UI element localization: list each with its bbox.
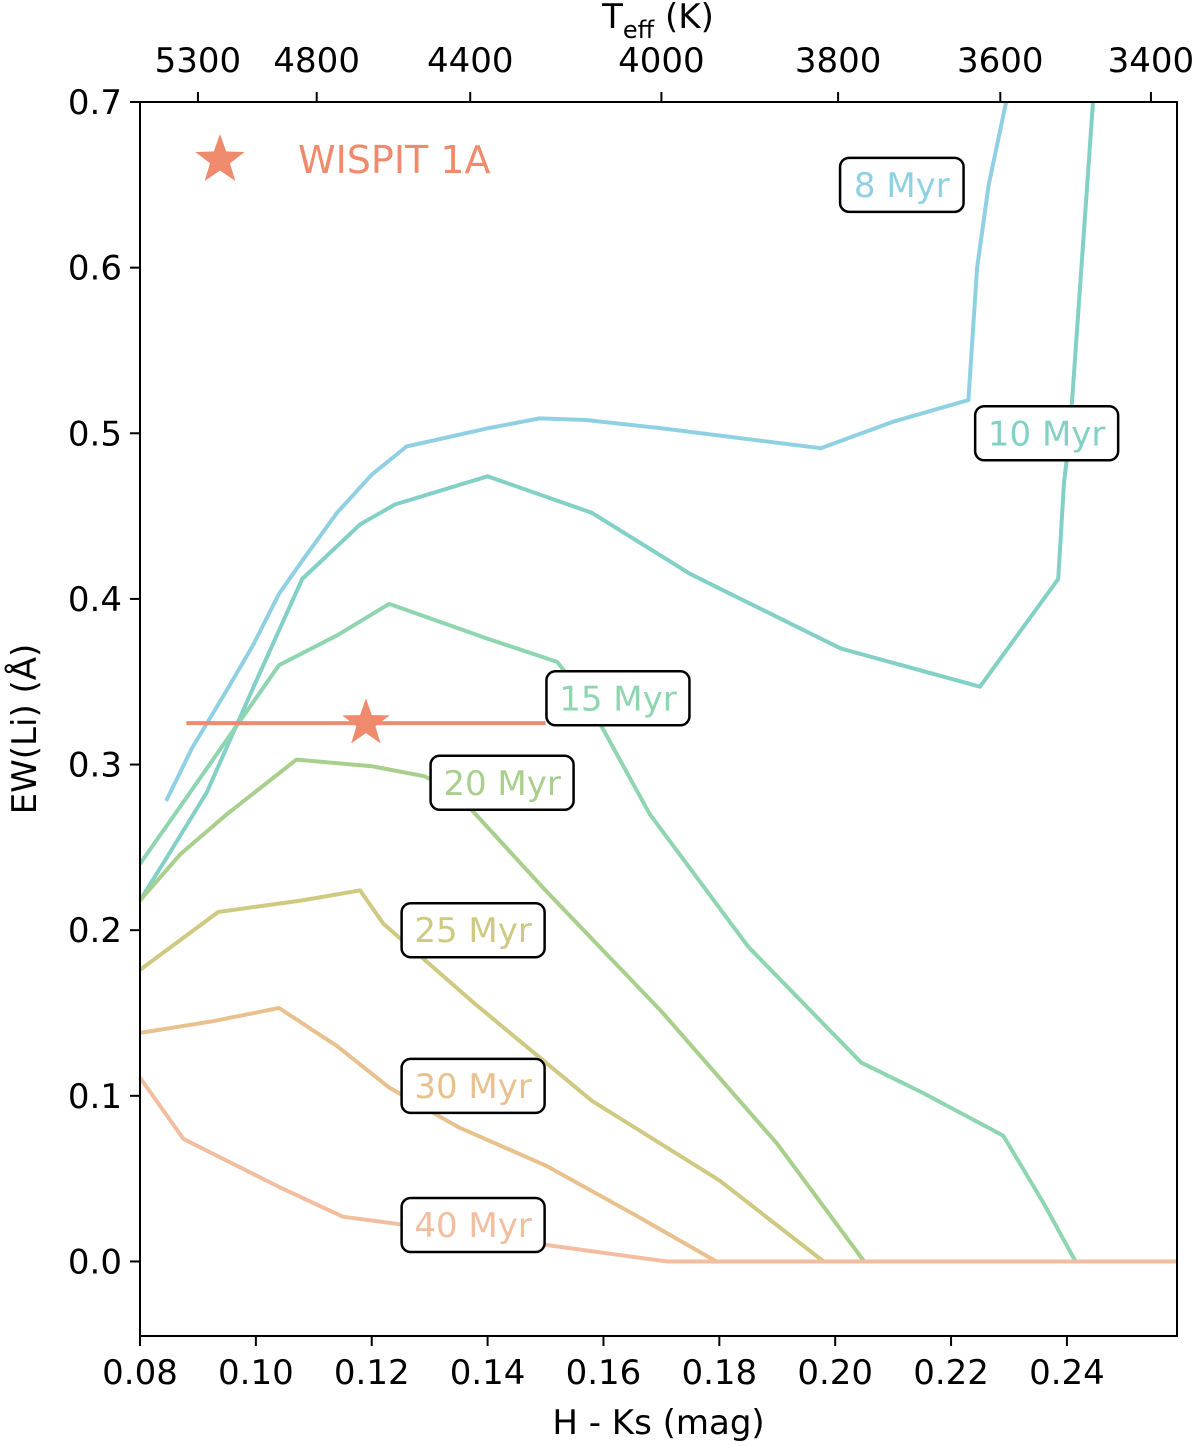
isochrone-label-1: 10 Myr: [988, 414, 1106, 454]
isochrone-label-box-0: [838, 156, 965, 214]
target-star-marker: [342, 698, 390, 744]
isochrone-line-5: [139, 1006, 718, 1264]
top-tick-label: 3400: [1108, 41, 1195, 81]
x-tick-label: 0.10: [218, 1353, 294, 1393]
top-x-axis-label-unit: (K): [654, 0, 714, 37]
y-tick-label: 0.7: [68, 83, 122, 123]
legend-star-marker: [195, 134, 245, 181]
isochrone-label-box-1: [973, 405, 1120, 462]
isochrone-line-4: [138, 888, 825, 1264]
y-tick-label: 0.5: [68, 414, 122, 454]
top-tick-label: 4000: [618, 41, 705, 81]
y-tick-label: 0.4: [68, 580, 122, 620]
plot-frame: [139, 101, 1178, 1337]
top-tick-label: 3600: [957, 41, 1044, 81]
x-tick-label: 0.18: [681, 1353, 757, 1393]
isochrone-line-3: [138, 757, 866, 1263]
legend-label: WISPIT 1A: [298, 138, 491, 182]
x-tick-label: 0.14: [450, 1353, 526, 1393]
y-tick-label: 0.3: [68, 746, 122, 786]
x-tick-label: 0.22: [913, 1353, 989, 1393]
isochrone-label-box-3: [429, 754, 575, 812]
y-axis-label: EW(Li) (Å): [4, 644, 45, 815]
y-tick-label: 0.6: [68, 249, 122, 289]
isochrone-line-1: [138, 101, 1095, 902]
axes: 0.08 0.10 0.12 0.14 0.16 0.18 0.20 0.22 0.24 0.0 0…: [68, 41, 1194, 1393]
top-x-axis-label-main: T: [601, 0, 623, 37]
target-layer: [186, 698, 546, 744]
x-tick-label: 0.20: [797, 1353, 873, 1393]
isochrone-label-2: 15 Myr: [559, 679, 677, 719]
y-tick-label: 0.1: [68, 1077, 122, 1117]
top-tick-label: 4400: [427, 41, 514, 81]
x-tick-label: 0.16: [566, 1353, 642, 1393]
y-tick-label: 0.0: [68, 1242, 122, 1282]
isochrone-label-0: 8 Myr: [854, 166, 950, 206]
isochrone-label-box-2: [545, 670, 691, 727]
top-tick-label: 4800: [273, 41, 360, 81]
isochrone-line-6: [138, 1076, 1177, 1264]
isochrone-labels: 8 Myr 10 Myr 15 Myr 20 Myr 25 Myr 30 Myr 40 My…: [400, 156, 1120, 1254]
top-x-axis-label-sub: eff: [623, 16, 655, 44]
isochrone-line-0: [164, 101, 1009, 802]
top-tick-label: 3800: [795, 41, 882, 81]
isochrone-label-box-4: [400, 901, 546, 959]
top-x-axis-label: Teff (K): [601, 0, 714, 44]
isochrone-label-box-6: [400, 1196, 546, 1254]
legend: WISPIT 1A: [195, 134, 491, 182]
isochrone-label-6: 40 Myr: [414, 1206, 532, 1246]
isochrone-label-4: 25 Myr: [414, 911, 532, 951]
x-tick-label: 0.24: [1029, 1353, 1105, 1393]
top-tick-label: 5300: [155, 41, 242, 81]
x-tick-label: 0.08: [102, 1353, 178, 1393]
x-axis-label: H - Ks (mag): [552, 1403, 764, 1443]
isochrone-label-3: 20 Myr: [443, 764, 561, 804]
isochrone-label-box-5: [400, 1057, 546, 1115]
x-tick-label: 0.12: [334, 1353, 410, 1393]
y-tick-label: 0.2: [68, 911, 122, 951]
isochrone-label-5: 30 Myr: [414, 1067, 532, 1107]
